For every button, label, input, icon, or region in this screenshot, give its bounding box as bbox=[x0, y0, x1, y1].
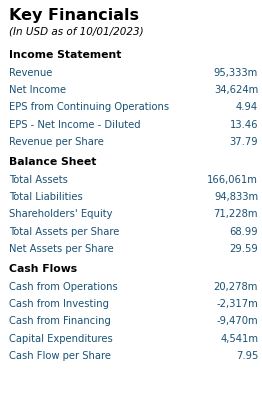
Text: EPS from Continuing Operations: EPS from Continuing Operations bbox=[9, 102, 169, 112]
Text: Cash from Financing: Cash from Financing bbox=[9, 316, 111, 326]
Text: Revenue per Share: Revenue per Share bbox=[9, 137, 104, 147]
Text: 29.59: 29.59 bbox=[229, 244, 258, 254]
Text: 34,624m: 34,624m bbox=[214, 85, 258, 95]
Text: EPS - Net Income - Diluted: EPS - Net Income - Diluted bbox=[9, 120, 141, 130]
Text: Cash Flow per Share: Cash Flow per Share bbox=[9, 351, 111, 361]
Text: Key Financials: Key Financials bbox=[9, 8, 139, 23]
Text: 94,833m: 94,833m bbox=[214, 192, 258, 202]
Text: 37.79: 37.79 bbox=[230, 137, 258, 147]
Text: 68.99: 68.99 bbox=[230, 226, 258, 237]
Text: Capital Expenditures: Capital Expenditures bbox=[9, 334, 113, 344]
Text: Cash from Operations: Cash from Operations bbox=[9, 282, 118, 292]
Text: 7.95: 7.95 bbox=[236, 351, 258, 361]
Text: -2,317m: -2,317m bbox=[216, 299, 258, 309]
Text: 13.46: 13.46 bbox=[230, 120, 258, 130]
Text: (In USD as of 10/01/2023): (In USD as of 10/01/2023) bbox=[9, 26, 144, 36]
Text: Income Statement: Income Statement bbox=[9, 50, 122, 60]
Text: Net Assets per Share: Net Assets per Share bbox=[9, 244, 114, 254]
Text: Cash Flows: Cash Flows bbox=[9, 264, 77, 274]
Text: Net Income: Net Income bbox=[9, 85, 66, 95]
Text: 4.94: 4.94 bbox=[236, 102, 258, 112]
Text: Total Assets per Share: Total Assets per Share bbox=[9, 226, 119, 237]
Text: Shareholders' Equity: Shareholders' Equity bbox=[9, 210, 113, 219]
Text: Cash from Investing: Cash from Investing bbox=[9, 299, 109, 309]
Text: -9,470m: -9,470m bbox=[216, 316, 258, 326]
Text: Revenue: Revenue bbox=[9, 68, 53, 78]
Text: 20,278m: 20,278m bbox=[214, 282, 258, 292]
Text: 71,228m: 71,228m bbox=[214, 210, 258, 219]
Text: Total Assets: Total Assets bbox=[9, 175, 68, 185]
Text: Total Liabilities: Total Liabilities bbox=[9, 192, 83, 202]
Text: 4,541m: 4,541m bbox=[220, 334, 258, 344]
Text: Balance Sheet: Balance Sheet bbox=[9, 157, 96, 167]
Text: 166,061m: 166,061m bbox=[207, 175, 258, 185]
Text: 95,333m: 95,333m bbox=[214, 68, 258, 78]
